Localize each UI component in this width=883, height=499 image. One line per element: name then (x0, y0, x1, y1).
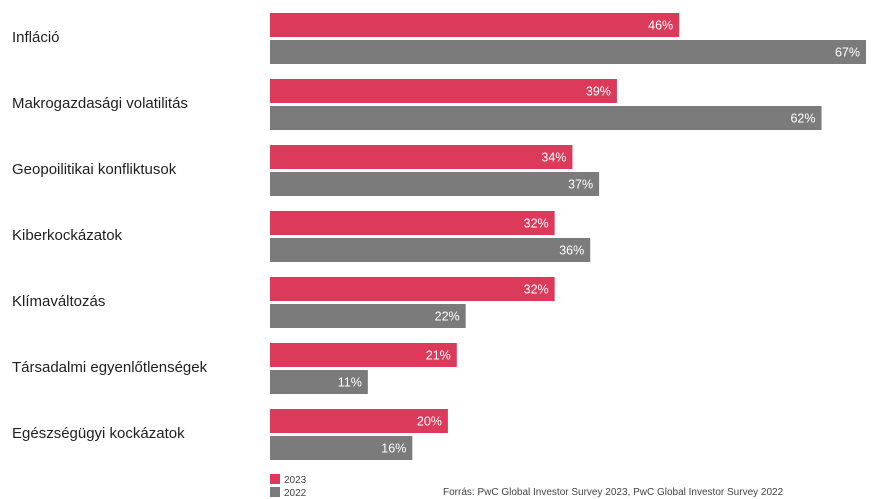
category-label: Geopoilitikai konfliktusok (12, 161, 177, 178)
value-label-2022: 11% (338, 376, 362, 390)
bar-2022 (270, 370, 368, 394)
bar-2022 (270, 238, 591, 262)
bar-2023 (270, 211, 555, 235)
value-label-2023: 46% (648, 19, 673, 33)
category-label: Társadalmi egyenlőtlenségek (12, 359, 208, 376)
legend-label-2023: 2023 (284, 475, 307, 486)
category-label: Infláció (12, 29, 60, 46)
value-label-2022: 67% (835, 46, 860, 60)
value-label-2023: 39% (586, 85, 611, 99)
value-label-2023: 21% (426, 349, 451, 363)
value-label-2023: 34% (541, 151, 566, 165)
bar-2022 (270, 304, 466, 328)
category-label: Kiberkockázatok (12, 227, 123, 244)
bar-2023 (270, 79, 617, 103)
value-label-2022: 37% (568, 178, 593, 192)
bar-2022 (270, 40, 866, 64)
value-label-2023: 32% (524, 283, 549, 297)
bar-2023 (270, 13, 680, 37)
category-label: Egészségügyi kockázatok (12, 425, 185, 442)
category-label: Makrogazdasági volatilitás (12, 95, 188, 112)
legend: 2023 2022 (270, 474, 307, 499)
value-labels: 46% 67% 39% 62% 34%37% 32% 36% 32% 22% 21% 11% 20% 1… (338, 19, 860, 456)
bar-2023 (270, 277, 555, 301)
value-label-2022: 62% (790, 112, 815, 126)
legend-swatch-2022 (270, 487, 280, 497)
bar-2022 (270, 172, 600, 196)
value-label-2022: 16% (381, 442, 406, 456)
category-labels: Infláció Makrogazdasági volatilitás Geopoi… (12, 29, 208, 442)
value-label-2022: 22% (435, 310, 460, 324)
legend-label-2022: 2022 (284, 488, 307, 499)
value-label-2023: 20% (417, 415, 442, 429)
bar-2023 (270, 343, 457, 367)
legend-swatch-2023 (270, 474, 280, 484)
bar-2023 (270, 145, 573, 169)
bar-2022 (270, 436, 413, 460)
source-note: Forrás: PwC Global Investor Survey 2023,… (443, 487, 784, 498)
category-label: Klímaváltozás (12, 293, 105, 310)
bar-2023 (270, 409, 448, 433)
value-label-2023: 32% (524, 217, 549, 231)
value-label-2022: 36% (559, 244, 584, 258)
bar-2022 (270, 106, 822, 130)
bars (270, 13, 866, 460)
